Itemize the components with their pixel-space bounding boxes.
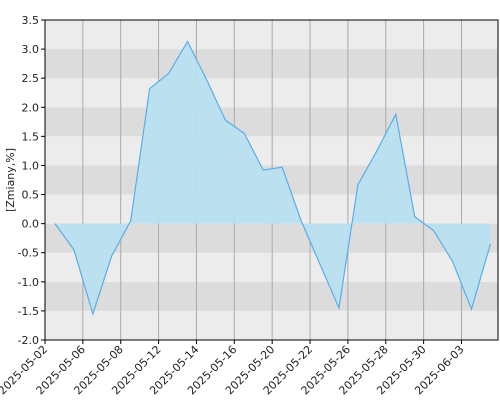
stripe xyxy=(45,136,498,166)
y-axis-label: [Zmiany,%] xyxy=(4,148,17,212)
y-tick-label: -2.0 xyxy=(18,334,39,347)
stripe xyxy=(45,252,498,282)
y-tick-label: -1.5 xyxy=(18,305,39,318)
stripe xyxy=(45,107,498,137)
y-tick-label: -1.0 xyxy=(18,276,39,289)
y-tick-label: 2.5 xyxy=(22,72,40,85)
y-tick-label: 1.5 xyxy=(22,130,40,143)
stripe xyxy=(45,281,498,311)
area-fill xyxy=(55,41,491,314)
stripe xyxy=(45,20,498,50)
stripe xyxy=(45,78,498,108)
stripe xyxy=(45,49,498,79)
y-tick-label: 0.5 xyxy=(22,189,40,202)
y-tick-label: 3.0 xyxy=(22,43,40,56)
y-tick-label: -0.5 xyxy=(18,247,39,260)
y-tick-label: 1.0 xyxy=(22,159,40,172)
y-tick-label: 3.5 xyxy=(22,14,40,27)
stripe xyxy=(45,310,498,340)
y-tick-label: 2.0 xyxy=(22,101,40,114)
line xyxy=(54,40,492,316)
plot-frame xyxy=(44,19,499,341)
y-tick-label: 0.0 xyxy=(22,218,40,231)
